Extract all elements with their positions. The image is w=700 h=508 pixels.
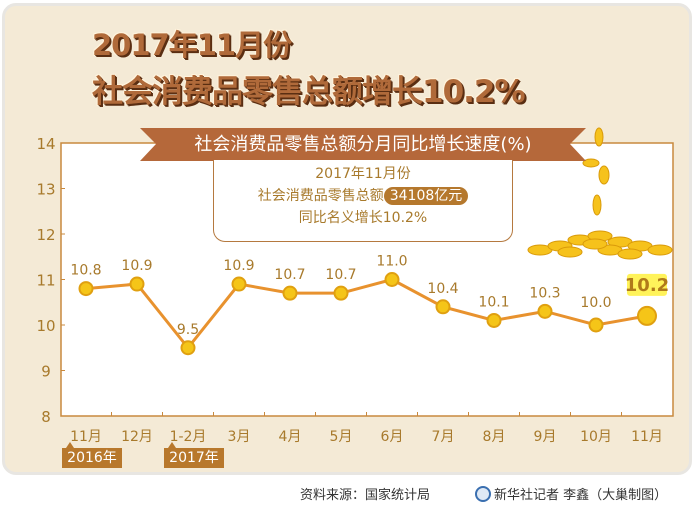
credit: 新华社记者 李鑫（大巢制图） [475,484,667,503]
gold-coin [582,158,600,168]
x-tick-label: 7月 [432,429,455,445]
gold-coin [592,194,602,216]
data-label: 10.1 [478,294,509,310]
y-tick-label: 13 [36,181,55,199]
info-total: 社会消费品零售总额 34108亿元 [214,185,512,207]
data-point [180,340,196,356]
y-tick-label: 9 [41,363,51,381]
data-point [129,276,145,292]
gold-coin [594,127,604,147]
year-tag-2017: 2017年 [164,442,224,468]
x-tick-label: 8月 [483,429,506,445]
x-tick-label: 12月 [121,429,153,445]
y-tick-label: 10 [36,317,55,335]
year-tag-2016: 2016年 [62,442,122,468]
data-label: 10.8 [70,263,101,279]
gold-coin [582,238,608,250]
data-label: 10.4 [427,281,458,297]
data-point [637,305,657,326]
data-label: 10.3 [529,285,560,301]
data-point [384,272,400,287]
data-point [78,281,94,297]
gold-coin [647,244,673,256]
data-label: 9.5 [177,322,199,338]
x-tick-label: 6月 [381,429,404,445]
info-growth: 同比名义增长10.2% [298,210,428,226]
gold-coin [557,246,583,258]
data-label: 10.9 [121,258,152,274]
x-tick-label: 5月 [330,429,353,445]
data-label: 10.0 [580,295,611,311]
data-label: 11.0 [376,254,407,270]
info-amount-badge: 34108亿元 [383,187,469,205]
data-point [333,285,349,301]
data-label: 10.7 [325,267,356,283]
y-tick-label: 14 [36,135,55,153]
data-point [282,285,298,301]
source-note: 资料来源：国家统计局 [300,488,431,503]
gold-coin [598,165,610,185]
y-tick-label: 8 [41,408,51,426]
data-label: 10.7 [274,267,305,283]
data-point [537,303,553,319]
credit-text: 新华社记者 李鑫（大巢制图） [494,488,668,503]
x-tick-label: 3月 [228,429,251,445]
x-tick-label: 10月 [580,429,612,445]
xinhua-logo-icon [475,485,491,502]
chart-title: 社会消费品零售总额分月同比增长速度(%) [194,134,532,155]
x-tick-label: 11月 [631,429,663,445]
highlight-label-bg [627,273,667,296]
gold-coin [617,248,643,260]
data-point [231,276,247,292]
x-tick-label: 1-2月 [170,429,207,445]
data-point [588,317,604,333]
data-label-highlight: 10.2 [625,275,669,296]
info-period: 2017年11月份 [315,166,411,182]
data-point [486,312,502,328]
data-label: 10.9 [223,258,254,274]
y-tick-label: 11 [36,272,55,290]
headline-line2: 社会消费品零售总额增长10.2% [92,74,526,110]
info-box: 2017年11月份 社会消费品零售总额 34108亿元 同比名义增长10.2% [213,160,513,242]
x-tick-label: 9月 [534,429,557,445]
data-point [435,299,451,315]
info-total-label: 社会消费品零售总额 [257,188,384,204]
chart-title-banner [140,128,586,161]
headline-line1: 2017年11月份 [92,28,292,62]
x-tick-label: 11月 [70,429,102,445]
series-line [85,277,648,351]
y-tick-label: 12 [36,226,55,244]
x-tick-label: 4月 [279,429,302,445]
